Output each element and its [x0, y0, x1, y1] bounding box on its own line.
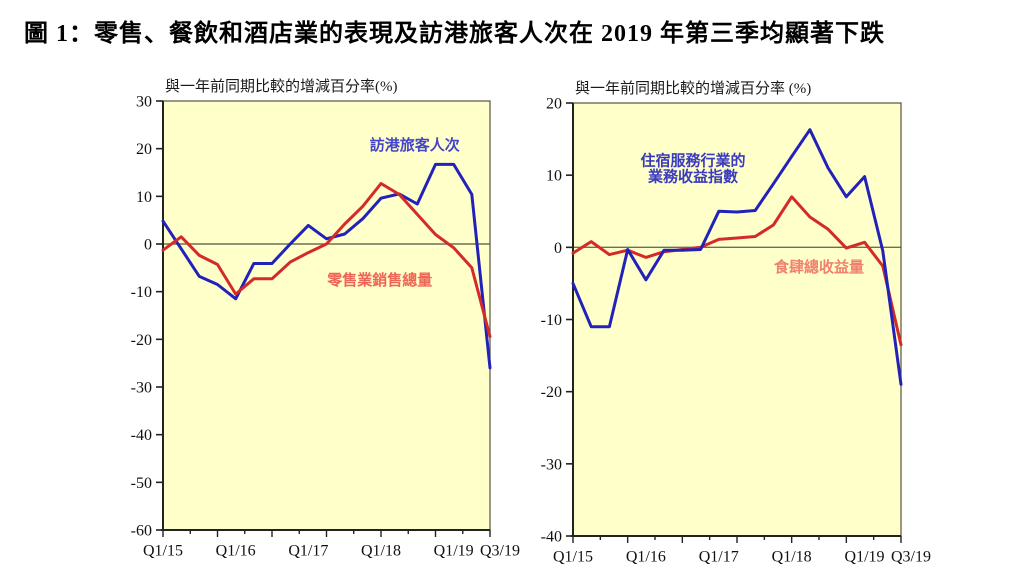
series-line [161, 182, 492, 338]
figure-title: 圖 1：零售、餐飲和酒店業的表現及訪港旅客人次在 2019 年第三季均顯著下跌 [24, 21, 885, 47]
left-chart: 30 20 10 0 -10 -20 -30 -40 -50 -60 Q1/15 Q1/16 Q1/17… [131, 77, 520, 560]
x-tick-label: Q1/19 [845, 549, 885, 566]
y-tick-label: -40 [541, 529, 562, 546]
y-tick-label: 10 [136, 189, 152, 206]
x-tick-label: Q3/19 [891, 549, 931, 566]
x-tick-label: Q1/19 [434, 543, 474, 560]
y-tick-label: -50 [131, 475, 152, 492]
x-tick-label: Q1/16 [626, 549, 666, 566]
plot-area [573, 103, 901, 536]
x-tick-label: Q1/16 [216, 543, 256, 560]
series-label: 業務收益指數 [647, 167, 738, 185]
series-line [161, 162, 492, 370]
y-tick-label: 0 [144, 237, 152, 254]
series-label: 訪港旅客人次 [370, 136, 460, 154]
y-tick-label: -10 [131, 284, 152, 301]
right-chart: 20 10 0 -10 -20 -30 -40 Q1/15 Q1/16 Q1/17 Q1/18 Q1/… [541, 79, 931, 566]
series-line [571, 128, 903, 386]
y-tick-label: -20 [131, 332, 152, 349]
x-tick-label: Q1/17 [699, 549, 739, 566]
plot-area [163, 101, 490, 530]
x-tick-label: Q3/19 [480, 543, 520, 560]
y-tick-label: -10 [541, 312, 562, 329]
y-tick-label: -40 [131, 427, 152, 444]
x-tick-label: Q1/15 [553, 549, 593, 566]
y-tick-label: 10 [546, 168, 562, 185]
axis-title: 與一年前同期比較的增減百分率 (%) [575, 79, 811, 97]
y-tick-label: 30 [136, 94, 152, 111]
y-tick-label: 20 [546, 96, 562, 113]
series-label: 食肆總收益量 [774, 258, 864, 276]
axis-title: 與一年前同期比較的增減百分率(%) [165, 77, 398, 95]
y-tick-label: -30 [541, 456, 562, 473]
y-tick-label: -20 [541, 384, 562, 401]
x-tick-label: Q1/18 [772, 549, 812, 566]
series-label: 零售業銷售總量 [326, 271, 432, 289]
y-tick-label: 0 [554, 240, 562, 257]
y-tick-label: -60 [131, 523, 152, 540]
y-tick-label: 20 [136, 141, 152, 158]
x-tick-label: Q1/17 [288, 543, 328, 560]
x-tick-label: Q1/18 [361, 543, 401, 560]
x-tick-label: Q1/15 [143, 543, 183, 560]
y-tick-label: -30 [131, 380, 152, 397]
series-label: 住宿服務行業的 [641, 151, 746, 169]
